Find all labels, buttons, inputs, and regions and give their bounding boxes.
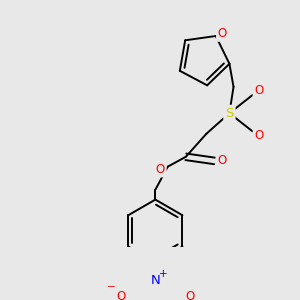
Text: −: − (106, 282, 115, 292)
Text: N: N (151, 274, 160, 287)
Text: O: O (218, 154, 226, 167)
Text: O: O (254, 129, 264, 142)
Text: O: O (116, 290, 125, 300)
Text: +: + (159, 269, 168, 279)
Text: O: O (156, 163, 165, 176)
Text: S: S (225, 107, 234, 120)
Text: O: O (254, 85, 264, 98)
Text: O: O (185, 290, 194, 300)
Text: O: O (218, 27, 227, 40)
